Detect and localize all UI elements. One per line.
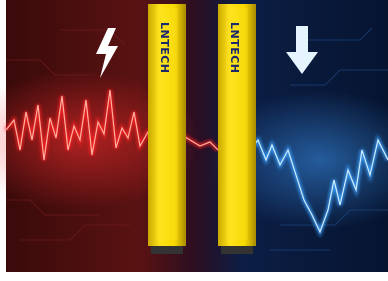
scene: LNTECH LNTECH bbox=[0, 0, 388, 281]
light-curtain-bar: LNTECH bbox=[148, 4, 186, 254]
light-curtain-bar: LNTECH bbox=[218, 4, 256, 254]
brand-label: LNTECH bbox=[158, 22, 171, 74]
brand-label: LNTECH bbox=[228, 22, 241, 74]
